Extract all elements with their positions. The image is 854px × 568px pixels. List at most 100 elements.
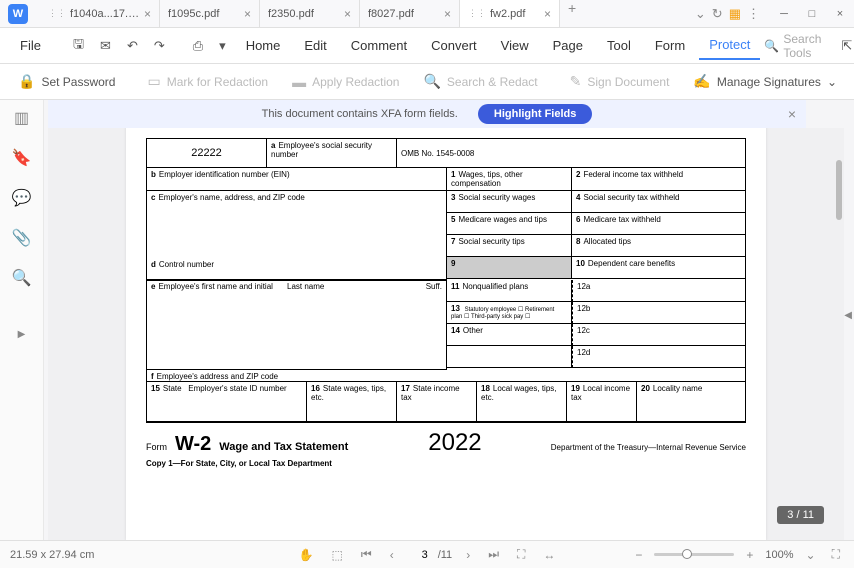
protect-ribbon: 🔒Set Password ▭Mark for Redaction ▬Apply… <box>0 64 854 100</box>
refresh-icon[interactable]: ↻ <box>712 6 723 22</box>
menu-page[interactable]: Page <box>543 32 593 59</box>
maximize-button[interactable]: □ <box>798 0 826 28</box>
menu-protect[interactable]: Protect <box>699 31 760 60</box>
apply-redaction-button[interactable]: ▬Apply Redaction <box>284 70 407 94</box>
expand-right-icon[interactable]: ◀ <box>844 310 852 321</box>
field-num: 13 <box>451 304 460 313</box>
field-num: 16 <box>311 384 320 393</box>
field-2: Federal income tax withheld <box>583 170 683 179</box>
select-tool-icon[interactable]: ⬚ <box>328 548 347 562</box>
attachment-icon[interactable]: 📎 <box>12 228 32 248</box>
close-icon[interactable]: × <box>444 7 451 21</box>
mail-icon[interactable]: ✉ <box>94 34 117 58</box>
dropdown-icon[interactable]: ▾ <box>213 34 232 58</box>
fullscreen-icon[interactable]: ⛶ <box>828 547 844 562</box>
menu-form[interactable]: Form <box>645 32 695 59</box>
fit-width-icon[interactable]: ↔ <box>539 548 559 562</box>
field-num: 5 <box>451 215 455 224</box>
signature-icon: ✍ <box>693 73 710 90</box>
menu-view[interactable]: View <box>491 32 539 59</box>
tab-3[interactable]: f8027.pdf× <box>360 0 460 27</box>
left-sidebar: ▥ 🔖 💬 📎 🔍 ▶ <box>0 100 44 540</box>
close-icon[interactable]: × <box>244 7 251 21</box>
close-icon[interactable]: × <box>544 7 551 21</box>
file-menu[interactable]: File <box>10 32 51 59</box>
redo-icon[interactable]: ↷ <box>148 34 171 58</box>
zoom-slider[interactable] <box>654 553 734 556</box>
form-word: Form <box>146 442 167 452</box>
page-input[interactable] <box>408 549 428 561</box>
grid-icon[interactable]: ▦ <box>729 6 741 22</box>
scrollbar-thumb[interactable] <box>836 160 842 220</box>
tab-2[interactable]: f2350.pdf× <box>260 0 360 27</box>
manage-signatures-button[interactable]: ✍Manage Signatures⌄ <box>685 69 845 94</box>
sign-document-button[interactable]: ✎Sign Document <box>562 69 678 94</box>
field-5: Medicare wages and tips <box>458 215 547 224</box>
field-3: Social security wages <box>458 193 535 202</box>
share-icon[interactable]: ⇱ <box>835 34 854 58</box>
field-1: Wages, tips, other compensation <box>451 170 523 188</box>
field-num: 19 <box>571 384 580 393</box>
chevron-down-icon[interactable]: ⌄ <box>695 6 706 22</box>
field-num: d <box>151 260 156 269</box>
fit-page-icon[interactable]: ⛶ <box>513 547 529 562</box>
menu-edit[interactable]: Edit <box>294 32 336 59</box>
mark-redaction-button[interactable]: ▭Mark for Redaction <box>139 69 276 94</box>
document-viewport[interactable]: 22222 aEmployee's social security number… <box>48 128 844 540</box>
prev-page-icon[interactable]: ‹ <box>386 548 398 562</box>
comment-icon[interactable]: 💬 <box>12 188 32 208</box>
tab-label: fw2.pdf <box>490 8 540 20</box>
field-num: 17 <box>401 384 410 393</box>
set-password-button[interactable]: 🔒Set Password <box>10 69 123 94</box>
undo-icon[interactable]: ↶ <box>121 34 144 58</box>
tab-1[interactable]: f1095c.pdf× <box>160 0 260 27</box>
window-controls: ─ □ × <box>770 0 854 28</box>
close-icon[interactable]: × <box>344 7 351 21</box>
zoom-in-icon[interactable]: + <box>742 548 757 562</box>
field-18: Local wages, tips, etc. <box>481 384 557 402</box>
field-6: Medicare tax withheld <box>583 215 660 224</box>
first-page-icon[interactable]: ⏮ <box>357 547 376 562</box>
expand-left-icon[interactable]: ▶ <box>18 329 26 340</box>
window-extras: ⌄ ↻ ▦ ⋮ <box>685 6 770 22</box>
menu-home[interactable]: Home <box>236 32 291 59</box>
next-page-icon[interactable]: › <box>462 548 474 562</box>
hand-tool-icon[interactable]: ✋ <box>295 548 318 562</box>
field-7: Social security tips <box>458 237 524 246</box>
field-num: 15 <box>151 384 160 393</box>
close-icon[interactable]: × <box>788 106 796 122</box>
close-icon[interactable]: × <box>144 7 151 21</box>
menu-convert[interactable]: Convert <box>421 32 487 59</box>
save-icon[interactable]: 🖫 <box>67 31 90 61</box>
box-22222: 22222 <box>147 139 267 168</box>
tab-0[interactable]: ⋮⋮f1040a...17.pdf× <box>40 0 160 27</box>
f13a: Statutory employee <box>465 307 517 313</box>
bookmark-icon[interactable]: 🔖 <box>12 148 32 168</box>
label: Manage Signatures <box>717 75 821 89</box>
search-icon[interactable]: 🔍 <box>12 268 32 288</box>
app-logo[interactable]: W <box>8 4 28 24</box>
more-icon[interactable]: ⋮ <box>747 6 760 22</box>
field-c: Employer's name, address, and ZIP code <box>158 193 304 202</box>
field-num: 3 <box>451 193 455 202</box>
print-icon[interactable]: ⎙ <box>187 34 209 58</box>
field-num: 11 <box>451 282 459 291</box>
tab-4[interactable]: ⋮⋮fw2.pdf× <box>460 0 560 27</box>
last-page-icon[interactable]: ⏭ <box>484 547 503 562</box>
zoom-out-icon[interactable]: − <box>631 548 646 562</box>
minimize-button[interactable]: ─ <box>770 0 798 28</box>
field-12c: 12c <box>572 324 745 346</box>
add-tab-button[interactable]: + <box>560 0 584 27</box>
close-button[interactable]: × <box>826 0 854 28</box>
field-f: Employee's address and ZIP code <box>157 372 278 381</box>
highlight-fields-button[interactable]: Highlight Fields <box>478 104 593 124</box>
menu-tool[interactable]: Tool <box>597 32 641 59</box>
field-12a: 12a <box>572 280 745 302</box>
zoom-thumb[interactable] <box>682 549 692 559</box>
thumbnails-icon[interactable]: ▥ <box>14 108 29 128</box>
search-tools[interactable]: 🔍Search Tools <box>764 32 821 60</box>
menu-comment[interactable]: Comment <box>341 32 417 59</box>
field-e-last: Last name <box>287 282 324 291</box>
chevron-down-icon[interactable]: ⌄ <box>802 548 820 562</box>
search-redact-button[interactable]: 🔍Search & Redact <box>415 69 545 94</box>
